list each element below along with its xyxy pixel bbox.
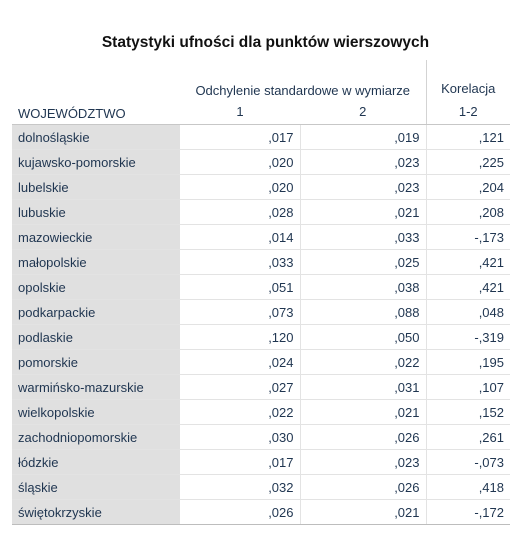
cell-correlation: ,225 [425, 149, 510, 175]
row-label: łódzkie [12, 449, 180, 475]
cell-dimension-2: ,038 [299, 274, 426, 300]
table-row: kujawsko-pomorskie ,020,023,225 [12, 149, 510, 175]
table-row: wielkopolskie ,022,021,152 [12, 399, 510, 425]
cell-correlation: -,172 [425, 499, 510, 525]
row-label: śląskie [12, 474, 180, 500]
row-label: opolskie [12, 274, 180, 300]
cell-correlation: ,421 [425, 249, 510, 275]
cell-dimension-2: ,019 [299, 124, 426, 150]
table-row: świętokrzyskie ,026,021 -,172 [12, 499, 510, 525]
table-row: zachodniopomorskie ,030,026,261 [12, 424, 510, 450]
cell-correlation: ,152 [425, 399, 510, 425]
cell-dimension-1: ,073 [180, 299, 300, 325]
table-row: podlaskie ,120,050 -,319 [12, 324, 510, 350]
cell-dimension-1: ,028 [180, 199, 300, 225]
cell-dimension-1: ,027 [180, 374, 300, 400]
table-row: śląskie ,032,026,418 [12, 474, 510, 500]
row-label: lubelskie [12, 174, 180, 200]
row-label: małopolskie [12, 249, 180, 275]
header-std-deviation-group: Odchylenie standardowe w wymiarze [180, 60, 427, 99]
cell-dimension-2: ,023 [299, 174, 426, 200]
cell-dimension-1: ,026 [180, 499, 300, 525]
cell-correlation: ,204 [425, 174, 510, 200]
row-label: mazowieckie [12, 224, 180, 250]
cell-correlation: ,261 [425, 424, 510, 450]
header-row-bottom: WOJEWÓDZTWO 1 2 1-2 [12, 99, 510, 125]
row-label: pomorskie [12, 349, 180, 375]
table-row: podkarpackie ,073,088,048 [12, 299, 510, 325]
cell-dimension-2: ,023 [299, 449, 426, 475]
cell-correlation: ,418 [425, 474, 510, 500]
cell-correlation: ,107 [425, 374, 510, 400]
cell-dimension-2: ,021 [299, 199, 426, 225]
table-body: dolnośląskie ,017,019,121 kujawsko-pomorsk… [12, 124, 510, 525]
row-label: świętokrzyskie [12, 499, 180, 525]
row-label: lubuskie [12, 199, 180, 225]
cell-dimension-1: ,120 [180, 324, 300, 350]
header-corner [12, 60, 180, 99]
table-title: Statystyki ufności dla punktów wierszowy… [101, 34, 430, 51]
cell-dimension-1: ,022 [180, 399, 300, 425]
cell-correlation: -,319 [425, 324, 510, 350]
row-label: warmińsko-mazurskie [12, 374, 180, 400]
cell-dimension-1: ,033 [180, 249, 300, 275]
cell-dimension-1: ,024 [180, 349, 300, 375]
header-dimension-1: 1 [180, 99, 300, 125]
cell-dimension-1: ,032 [180, 474, 300, 500]
cell-dimension-2: ,050 [299, 324, 426, 350]
cell-dimension-2: ,022 [299, 349, 426, 375]
cell-dimension-2: ,026 [299, 474, 426, 500]
cell-dimension-1: ,017 [180, 124, 300, 150]
cell-correlation: ,195 [425, 349, 510, 375]
cell-dimension-1: ,020 [180, 174, 300, 200]
row-label: podkarpackie [12, 299, 180, 325]
cell-dimension-2: ,021 [299, 499, 426, 525]
cell-dimension-2: ,033 [299, 224, 426, 250]
cell-correlation: ,421 [425, 274, 510, 300]
cell-dimension-2: ,023 [299, 149, 426, 175]
header-wojewodztwo: WOJEWÓDZTWO [12, 99, 180, 125]
header-korelacja: Korelacja [441, 81, 496, 96]
cell-correlation: -,073 [425, 449, 510, 475]
cell-correlation: ,208 [425, 199, 510, 225]
cell-correlation: -,173 [425, 224, 510, 250]
table-row: warmińsko-mazurskie ,027,031,107 [12, 374, 510, 400]
table-row: małopolskie ,033,025,421 [12, 249, 510, 275]
confidence-statistics-table: Odchylenie standardowe w wymiarze Korela… [12, 60, 510, 525]
cell-dimension-2: ,031 [299, 374, 426, 400]
cell-dimension-1: ,030 [180, 424, 300, 450]
row-label: wielkopolskie [12, 399, 180, 425]
cell-dimension-1: ,051 [180, 274, 300, 300]
row-label: kujawsko-pomorskie [12, 149, 180, 175]
cell-dimension-2: ,021 [299, 399, 426, 425]
header-row-top: Odchylenie standardowe w wymiarze Korela… [12, 60, 510, 99]
table-row: pomorskie ,024,022,195 [12, 349, 510, 375]
row-label: zachodniopomorskie [12, 424, 180, 450]
cell-dimension-1: ,014 [180, 224, 300, 250]
cell-dimension-2: ,088 [299, 299, 426, 325]
row-label: dolnośląskie [12, 124, 180, 150]
cell-dimension-1: ,017 [180, 449, 300, 475]
cell-dimension-1: ,020 [180, 149, 300, 175]
table-row: lubelskie ,020,023,204 [12, 174, 510, 200]
row-label: podlaskie [12, 324, 180, 350]
header-correlation-1-2: 1-2 [426, 99, 510, 125]
table-row: dolnośląskie ,017,019,121 [12, 124, 510, 150]
table-row: opolskie ,051,038,421 [12, 274, 510, 300]
cell-correlation: ,048 [425, 299, 510, 325]
header-dimension-2: 2 [300, 99, 427, 125]
cell-correlation: ,121 [425, 124, 510, 150]
table-row: mazowieckie ,014,033 -,173 [12, 224, 510, 250]
table-row: lubuskie ,028,021,208 [12, 199, 510, 225]
table-row: łódzkie ,017,023 -,073 [12, 449, 510, 475]
cell-dimension-2: ,025 [299, 249, 426, 275]
cell-dimension-2: ,026 [299, 424, 426, 450]
